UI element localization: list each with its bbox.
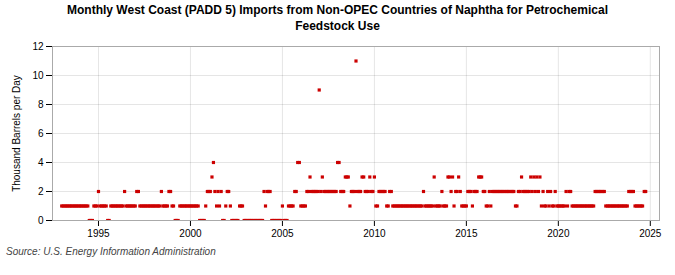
svg-text:2025: 2025 bbox=[639, 228, 662, 239]
svg-text:10: 10 bbox=[32, 70, 44, 81]
svg-text:2010: 2010 bbox=[363, 228, 386, 239]
svg-text:8: 8 bbox=[38, 99, 44, 110]
svg-text:12: 12 bbox=[32, 41, 44, 52]
svg-text:6: 6 bbox=[38, 128, 44, 139]
svg-text:0: 0 bbox=[38, 215, 44, 226]
svg-text:Thousand Barrels per Day: Thousand Barrels per Day bbox=[11, 75, 22, 192]
svg-text:2: 2 bbox=[38, 186, 44, 197]
svg-text:4: 4 bbox=[38, 157, 44, 168]
svg-text:1995: 1995 bbox=[87, 228, 110, 239]
svg-text:2000: 2000 bbox=[179, 228, 202, 239]
html-text:Source: U.S. Energy Informatio: Source: U.S. Energy Information Administ… bbox=[6, 246, 216, 258]
svg-text:2005: 2005 bbox=[271, 228, 294, 239]
svg-text:2020: 2020 bbox=[547, 228, 570, 239]
html-text:Monthly West Coast (PADD 5) Im: Monthly West Coast (PADD 5) Imports from… bbox=[67, 3, 608, 33]
svg-text:2015: 2015 bbox=[455, 228, 478, 239]
